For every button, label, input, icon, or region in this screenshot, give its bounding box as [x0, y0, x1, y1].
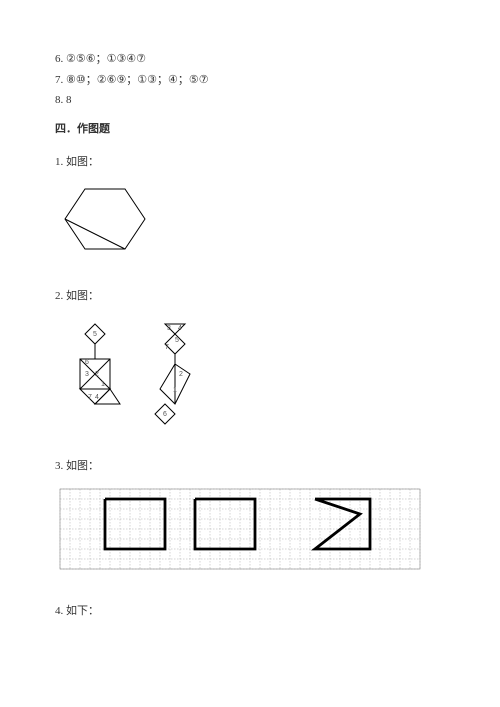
answer-6: 6. ②⑤⑥；①③④⑦ — [55, 50, 445, 69]
svg-text:3: 3 — [167, 325, 171, 332]
answer-8: 8. 8 — [55, 91, 445, 110]
svg-text:4: 4 — [95, 394, 99, 401]
svg-text:1: 1 — [101, 381, 105, 388]
svg-text:4: 4 — [178, 325, 182, 332]
section-title: 四．作图题 — [55, 120, 445, 139]
item-4-label: 4. 如下： — [55, 602, 445, 621]
svg-text:5: 5 — [175, 337, 179, 344]
hexagon — [65, 189, 145, 249]
svg-text:5: 5 — [93, 331, 97, 338]
grid-shapes — [55, 484, 425, 574]
item-1-label: 1. 如图： — [55, 153, 445, 172]
item-3-label: 3. 如图： — [55, 457, 445, 476]
svg-text:3: 3 — [85, 371, 89, 378]
svg-text:7: 7 — [88, 394, 92, 401]
answer-7: 7. ⑧⑩；②⑥⑨；①③；④；⑤⑦ — [55, 71, 445, 90]
svg-text:2: 2 — [179, 371, 183, 378]
figure-2: 5632174 3457216 — [55, 314, 445, 429]
left-labels: 5 6 321 74 — [85, 331, 105, 401]
hexagon-diagonal — [65, 219, 125, 249]
svg-text:1: 1 — [173, 387, 177, 394]
figure-3 — [55, 484, 445, 574]
svg-text:6: 6 — [163, 411, 167, 418]
figure-1 — [55, 179, 445, 259]
grid-lines — [60, 489, 420, 569]
svg-text:2: 2 — [95, 371, 99, 378]
hexagon-figure — [55, 179, 155, 259]
svg-text:6: 6 — [85, 359, 89, 366]
item-2-label: 2. 如图： — [55, 287, 445, 306]
svg-text:7: 7 — [165, 344, 169, 351]
tangram-figures: 5632174 3457216 — [55, 314, 225, 429]
